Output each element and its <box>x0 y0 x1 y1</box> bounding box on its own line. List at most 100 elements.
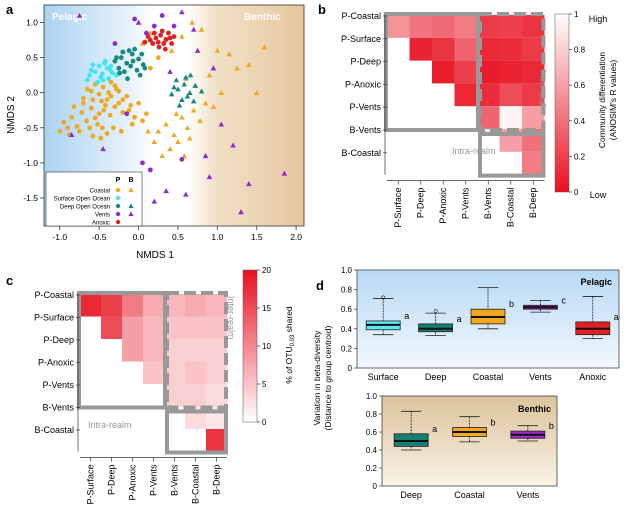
point-anoxic-circle <box>166 30 171 36</box>
point-surface-open-ocean-circle <box>88 67 94 73</box>
colorbar-tick-label: 0 <box>262 418 267 427</box>
panel-label-b: b <box>318 2 326 17</box>
point-vents-triangle <box>202 153 209 159</box>
heatmap-cell <box>206 361 227 384</box>
point-coastal-triangle <box>173 110 180 116</box>
box-category-label: Coastal <box>454 490 485 500</box>
colorbar-tick-label: 10 <box>262 342 271 351</box>
legend-circle-marker <box>115 195 121 201</box>
legend-entry-label: Deep Open Ocean <box>60 205 110 211</box>
x-tick-label: 1.5 <box>251 232 263 242</box>
colorbar-title-b: Community differentiation <box>597 52 607 148</box>
point-vents-circle <box>147 167 153 173</box>
box-y-tick-label: 1.0 <box>341 266 353 275</box>
point-vents-triangle <box>210 65 217 71</box>
legend-entry-label: Coastal <box>90 189 110 195</box>
point-deep-open-ocean-triangle <box>184 93 191 99</box>
point-vents-triangle <box>238 209 244 215</box>
benthic-region-label: Benthic <box>244 12 281 23</box>
heatmap-cell <box>477 60 500 84</box>
point-coastal-circle <box>90 133 96 139</box>
point-coastal-triangle <box>214 47 221 53</box>
point-coastal-circle <box>120 109 126 115</box>
heatmap-cell <box>477 15 500 38</box>
heatmap-cell <box>432 15 455 38</box>
point-anoxic-circle <box>159 28 165 34</box>
colorbar-tick-label: 0.6 <box>574 81 586 90</box>
heatmap-cell <box>522 60 545 84</box>
box-y-tick-label: 0.2 <box>366 464 378 473</box>
heatmap-cell <box>522 83 545 107</box>
significance-letter: b <box>491 418 496 428</box>
point-coastal-triangle <box>139 40 146 46</box>
point-surface-open-ocean-circle <box>100 77 106 83</box>
anosim-heatmap: P-Coastal P-Surface P-Deep P-Anoxic P-Vents B… <box>341 10 618 228</box>
heatmap-col-label: P-Deep <box>416 188 426 219</box>
point-deep-open-ocean-circle <box>117 70 123 76</box>
box-category-label: Deep <box>400 490 422 500</box>
point-coastal-circle <box>77 128 82 134</box>
point-anoxic-circle <box>155 39 161 45</box>
colorbar-tick-label: 20 <box>262 266 271 275</box>
otu-shared-heatmap: P-Coastal P-Surface P-Deep P-Anoxic P-Vents B… <box>34 266 296 505</box>
point-deep-open-ocean-triangle <box>181 81 188 87</box>
point-coastal-circle <box>95 121 100 127</box>
inter-realm-frame <box>165 291 228 410</box>
point-deep-open-ocean-circle <box>130 58 136 64</box>
point-vents-circle <box>124 111 130 117</box>
legend-triangle-marker <box>128 211 134 217</box>
heatmap-cell <box>206 339 227 362</box>
box-y-tick-label: 0.2 <box>341 344 353 353</box>
point-coastal-circle <box>100 84 106 90</box>
point-coastal-circle <box>87 125 93 131</box>
x-tick-label: 0.5 <box>172 232 184 242</box>
heatmap-cell <box>499 37 522 61</box>
point-vents-circle <box>151 23 157 29</box>
heatmap-cell <box>432 60 455 84</box>
legend-circle-marker <box>115 187 121 193</box>
point-coastal-circle <box>104 130 110 136</box>
point-deep-open-ocean-circle <box>118 55 124 61</box>
heatmap-cell <box>522 37 545 61</box>
point-coastal-triangle <box>206 72 213 78</box>
point-vents-triangle <box>194 47 201 53</box>
heatmap-row-label: P-Coastal <box>341 11 381 21</box>
y-tick-label: 0.0 <box>26 88 38 98</box>
heatmap-row-label: P-Anoxic <box>38 358 75 368</box>
heatmap-col-label: B-Deep <box>212 465 222 496</box>
point-vents-triangle <box>100 146 106 152</box>
point-anoxic-circle <box>142 39 148 45</box>
point-coastal-circle <box>107 112 113 118</box>
inter-realm-label-b: Inter-realm <box>538 70 548 114</box>
box-y-tick-label: 0.4 <box>366 446 378 455</box>
point-coastal-circle <box>140 118 145 124</box>
point-vents-triangle <box>190 26 197 32</box>
point-surface-open-ocean-circle <box>108 63 114 69</box>
colorbar-tick-label: 15 <box>262 304 271 313</box>
heatmap-cell <box>185 294 206 317</box>
heatmap-cell <box>499 60 522 84</box>
heatmap-row-label: B-Coastal <box>34 425 74 435</box>
nmds-scatter-plot: Pelagic Benthic -1.0 -0.5 0.0 0.5 1.0 1.5 2.0 -… <box>6 4 305 261</box>
y-tick-label: -1.0 <box>23 158 38 168</box>
point-coastal-circle <box>108 79 114 85</box>
point-coastal-circle <box>129 121 135 127</box>
point-surface-open-ocean-circle <box>90 62 96 68</box>
point-deep-open-ocean-circle <box>116 65 122 71</box>
heatmap-cell <box>206 384 227 407</box>
legend-entry-label: Vents <box>95 213 110 219</box>
point-surface-open-ocean-circle <box>103 58 108 64</box>
point-vents-triangle <box>246 181 252 187</box>
heatmap-col-label: B-Vents <box>483 187 493 219</box>
point-vents-triangle <box>206 174 213 180</box>
point-anoxic-circle <box>150 41 156 46</box>
point-coastal-triangle <box>167 146 173 152</box>
point-deep-open-ocean-circle <box>132 46 138 52</box>
point-coastal-circle <box>110 125 116 131</box>
heatmap-row-label: P-Deep <box>43 335 74 345</box>
point-deep-open-ocean-triangle <box>168 91 175 97</box>
point-coastal-circle <box>144 111 149 117</box>
point-coastal-triangle <box>186 135 193 141</box>
heatmap-cell <box>143 294 164 317</box>
